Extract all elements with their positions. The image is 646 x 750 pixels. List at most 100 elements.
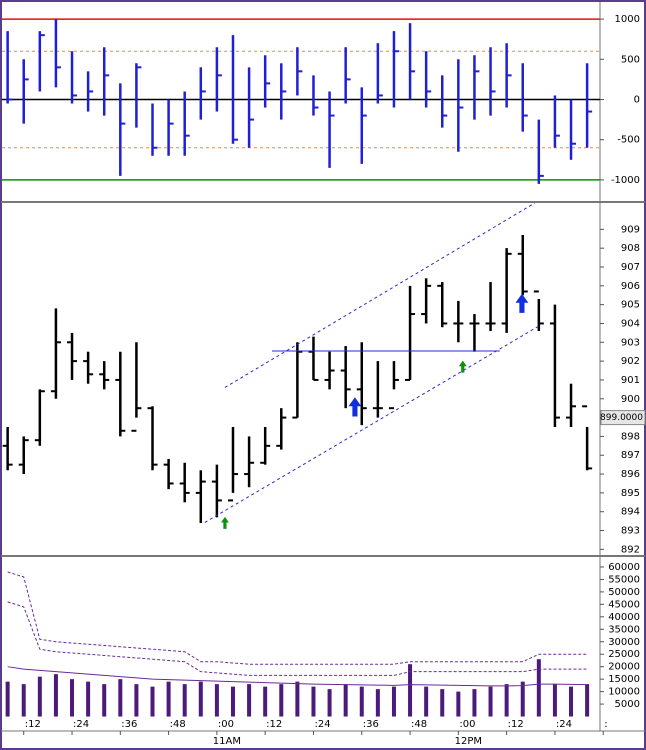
x-tick-label: :12 bbox=[266, 719, 282, 730]
volume-bar bbox=[263, 686, 268, 717]
signal-arrow bbox=[220, 516, 229, 529]
volume-bar bbox=[247, 684, 252, 717]
x-tick-label: :36 bbox=[363, 719, 379, 730]
last-price-box bbox=[600, 410, 646, 426]
x-sublabel: 12PM bbox=[455, 736, 482, 747]
volume-bar bbox=[214, 684, 219, 717]
last-price-label: 899.0000 bbox=[600, 413, 643, 423]
y-tick-label: 895 bbox=[621, 488, 640, 499]
y-tick-label: -500 bbox=[617, 135, 640, 146]
volume-bar bbox=[359, 686, 364, 717]
y-tick-label: 903 bbox=[621, 337, 640, 348]
y-tick-label: -1000 bbox=[611, 175, 640, 186]
x-tick-label: :24 bbox=[314, 719, 330, 730]
volume-bar bbox=[70, 679, 75, 717]
volume-bar bbox=[86, 681, 91, 717]
y-tick-label: 907 bbox=[621, 262, 640, 273]
y-tick-label: 897 bbox=[621, 450, 640, 461]
y-tick-label: 896 bbox=[621, 469, 640, 480]
volume-bar bbox=[182, 684, 187, 717]
y-tick-label: 20000 bbox=[608, 662, 640, 673]
volume-bar bbox=[408, 664, 413, 717]
y-tick-label: 10000 bbox=[608, 687, 640, 698]
volume-bar bbox=[424, 686, 429, 717]
x-tick-label: :00 bbox=[459, 719, 475, 730]
volume-bar bbox=[21, 684, 26, 717]
volume-bar bbox=[440, 689, 445, 717]
volume-bar bbox=[230, 686, 235, 717]
x-tick-label: :24 bbox=[73, 719, 89, 730]
y-tick-label: 35000 bbox=[608, 624, 640, 635]
volume-bar bbox=[343, 684, 348, 717]
volume-bar bbox=[488, 686, 493, 717]
y-tick-label: 909 bbox=[621, 224, 640, 235]
trendline bbox=[204, 324, 541, 523]
x-tick-label: :12 bbox=[25, 719, 41, 730]
volume-bar bbox=[569, 686, 574, 717]
y-tick-label: 50000 bbox=[608, 587, 640, 598]
volume-bar bbox=[198, 681, 203, 717]
y-tick-label: 898 bbox=[621, 431, 640, 442]
y-tick-label: 893 bbox=[621, 526, 640, 537]
volume-bar bbox=[311, 686, 316, 717]
x-sublabel: 11AM bbox=[213, 736, 241, 747]
volume-bar bbox=[166, 681, 171, 717]
y-tick-label: 901 bbox=[621, 375, 640, 386]
volume-bar bbox=[327, 689, 332, 717]
y-tick-label: 500 bbox=[621, 54, 640, 65]
trendline bbox=[224, 202, 536, 388]
volume-bar bbox=[536, 659, 541, 717]
y-tick-label: 904 bbox=[621, 318, 640, 329]
volume-bar bbox=[375, 689, 380, 717]
volume-bar bbox=[279, 684, 284, 717]
y-tick-label: 902 bbox=[621, 356, 640, 367]
x-tick-label: :12 bbox=[508, 719, 524, 730]
volume-bar bbox=[134, 684, 139, 717]
y-tick-label: 5000 bbox=[615, 699, 640, 710]
y-tick-label: 45000 bbox=[608, 599, 640, 610]
y-tick-label: 55000 bbox=[608, 574, 640, 585]
signal-arrow bbox=[348, 397, 362, 417]
y-tick-label: 1000 bbox=[615, 14, 640, 25]
volume-bar bbox=[504, 684, 509, 717]
y-tick-label: 900 bbox=[621, 394, 640, 405]
y-tick-label: 906 bbox=[621, 281, 640, 292]
volume-bar bbox=[585, 684, 590, 717]
volume-bar bbox=[150, 686, 155, 717]
y-tick-label: 905 bbox=[621, 300, 640, 311]
volume-bar bbox=[53, 674, 58, 717]
y-tick-label: 30000 bbox=[608, 637, 640, 648]
volume-bar bbox=[295, 681, 300, 717]
y-tick-label: 60000 bbox=[608, 562, 640, 573]
signal-arrow bbox=[515, 293, 529, 313]
x-tick-label: :00 bbox=[218, 719, 234, 730]
y-tick-label: 15000 bbox=[608, 674, 640, 685]
y-tick-label: 908 bbox=[621, 243, 640, 254]
y-tick-label: 892 bbox=[621, 544, 640, 555]
volume-bar bbox=[520, 681, 525, 717]
x-tick-label: :48 bbox=[411, 719, 427, 730]
volume-bar bbox=[102, 684, 107, 717]
y-tick-label: 0 bbox=[634, 94, 640, 105]
volume-bar bbox=[472, 689, 477, 717]
signal-arrow bbox=[458, 360, 467, 373]
y-tick-label: 25000 bbox=[608, 649, 640, 660]
x-tick-label: : bbox=[604, 719, 607, 730]
x-tick-label: :48 bbox=[170, 719, 186, 730]
volume-bar bbox=[118, 679, 123, 717]
x-tick-label: :36 bbox=[121, 719, 137, 730]
volume-bar bbox=[37, 676, 42, 717]
y-tick-label: 894 bbox=[621, 507, 640, 518]
x-tick-label: :24 bbox=[556, 719, 572, 730]
volume-bar bbox=[456, 691, 461, 717]
volume-line bbox=[7, 666, 588, 687]
y-tick-label: 40000 bbox=[608, 612, 640, 623]
volume-line bbox=[7, 601, 588, 676]
volume-line bbox=[7, 571, 588, 665]
volume-bar bbox=[5, 681, 10, 717]
volume-bar bbox=[391, 686, 396, 717]
volume-bar bbox=[552, 684, 557, 717]
